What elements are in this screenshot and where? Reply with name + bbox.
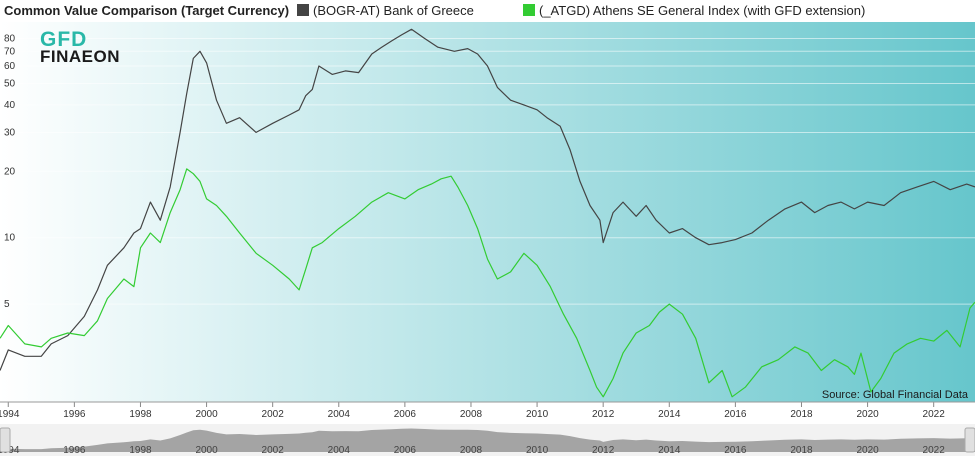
navigator-tick-label: 2012 (592, 445, 615, 456)
logo-line2: FINAEON (40, 47, 120, 66)
navigator-tick-label: 2004 (328, 445, 351, 456)
navigator-tick-label: 2016 (724, 445, 747, 456)
y-tick-label: 30 (4, 127, 16, 138)
y-tick-label: 10 (4, 233, 16, 244)
chart-title: Common Value Comparison (Target Currency… (4, 3, 290, 18)
series-line-1 (0, 28, 975, 371)
legend-swatch-green (523, 4, 535, 16)
navigator-tick-label: 1998 (129, 445, 152, 456)
legend-item-bogr[interactable]: (BOGR-AT) Bank of Greece (297, 3, 474, 18)
navigator-tick-label: 2000 (195, 445, 218, 456)
y-tick-label: 50 (4, 78, 16, 89)
gfd-finaeon-logo: GFD FINAEON (40, 28, 120, 66)
y-tick-label: 60 (4, 61, 16, 72)
x-tick-label: 2002 (262, 409, 285, 420)
x-tick-label: 2020 (856, 409, 879, 420)
x-tick-label: 1994 (0, 409, 20, 420)
x-tick-label: 2022 (923, 409, 946, 420)
y-tick-label: 20 (4, 166, 16, 177)
navigator-tick-label: 2020 (856, 445, 879, 456)
y-tick-label: 5 (4, 299, 10, 310)
x-tick-label: 1996 (63, 409, 86, 420)
chart-header: Common Value Comparison (Target Currency… (0, 0, 975, 22)
legend-label-atgd: (_ATGD) Athens SE General Index (with GF… (539, 3, 866, 18)
navigator-left-handle[interactable] (0, 427, 11, 453)
x-tick-label: 2006 (394, 409, 417, 420)
range-navigator[interactable]: 1994199619982000200220042006200820102012… (0, 424, 975, 456)
source-label: Source: Global Financial Data (822, 389, 969, 401)
y-tick-label: 40 (4, 100, 16, 111)
navigator-tick-label: 2006 (394, 445, 417, 456)
x-tick-labels: 1994 1996 1998 2000 2002 2004 2006 2008 2010 2012… (0, 401, 975, 420)
navigator-tick-label: 2010 (526, 445, 549, 456)
x-tick-label: 1998 (129, 409, 152, 420)
series-lines (0, 28, 975, 398)
navigator-tick-label: 1996 (63, 445, 86, 456)
x-tick-label: 2008 (460, 409, 483, 420)
legend-label-bogr: (BOGR-AT) Bank of Greece (313, 3, 474, 18)
logo-line1: GFD (40, 28, 87, 51)
x-tick-label: 2014 (658, 409, 681, 420)
navigator-area (0, 428, 975, 452)
navigator-tick-label: 2008 (460, 445, 483, 456)
x-tick-label: 2010 (526, 409, 549, 420)
navigator-tick-label: 2018 (790, 445, 813, 456)
series-line-2 (0, 168, 975, 398)
legend-swatch-dark (297, 4, 309, 16)
navigator-tick-label: 2022 (923, 445, 946, 456)
chart-plot[interactable]: 5 10 20 30 40 50 60 70 80 1994 1996 1998 2000 2002 20… (0, 0, 975, 424)
x-tick-label: 2018 (790, 409, 813, 420)
y-tick-labels: 5 10 20 30 40 50 60 70 80 (4, 33, 16, 310)
navigator-tick-label: 2002 (262, 445, 285, 456)
x-tick-label: 2004 (328, 409, 351, 420)
navigator-tick-label: 2014 (658, 445, 681, 456)
legend-item-atgd[interactable]: (_ATGD) Athens SE General Index (with GF… (523, 3, 865, 18)
y-tick-label: 70 (4, 46, 16, 57)
x-tick-label: 2000 (195, 409, 218, 420)
y-tick-label: 80 (4, 33, 16, 44)
navigator-right-handle[interactable] (964, 427, 975, 453)
x-tick-label: 2016 (724, 409, 747, 420)
navigator-tick-labels: 1994199619982000200220042006200820102012… (0, 445, 945, 456)
x-tick-label: 2012 (592, 409, 615, 420)
